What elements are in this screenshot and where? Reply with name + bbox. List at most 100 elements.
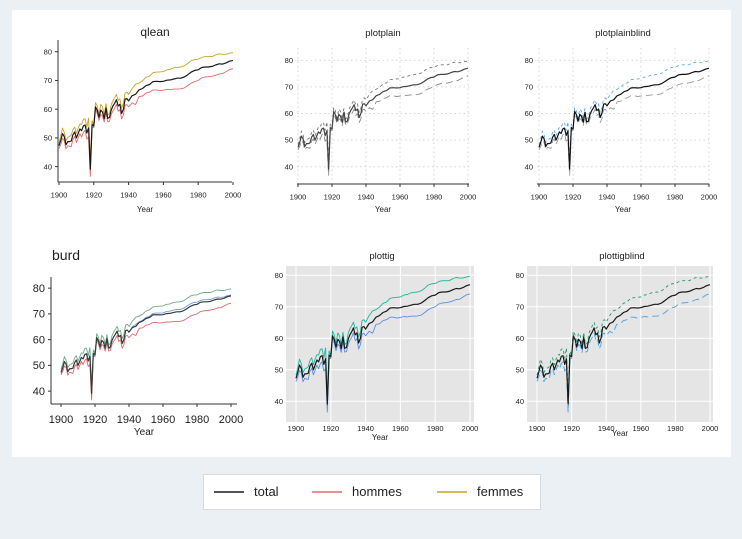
chart-plotplainblind: plotplainblind 1900 1920 1940 1960 1980 2000 40…: [525, 28, 718, 214]
y-tick-label: 60: [33, 334, 45, 346]
x-tick-label: 1940: [120, 191, 137, 200]
y-tick-label: 60: [525, 109, 533, 118]
series-line-total: [297, 67, 469, 170]
x-tick-label: 1980: [427, 424, 444, 433]
x-tick-label: 1980: [190, 191, 207, 200]
series-line-total: [536, 284, 711, 405]
x-tick-label: 2000: [225, 191, 242, 200]
series-line-extra: [60, 294, 232, 393]
y-tick-label: 60: [285, 109, 293, 118]
series-line-hommes: [538, 75, 710, 177]
chart-qlean: qlean 1900 1920 1940 1960 1980 2000 40 50 60 70 80 Y…: [44, 25, 242, 214]
y-tick-label: 40: [285, 162, 293, 171]
y-tick-label: 80: [525, 56, 533, 65]
x-axis-label: Year: [375, 205, 392, 214]
legend-item: total: [214, 484, 279, 499]
x-tick-label: 1980: [667, 424, 684, 433]
x-axis-label: Year: [615, 205, 632, 214]
charts-svg: qlean 1900 1920 1940 1960 1980 2000 40 50 60 70 80 Y…: [33, 25, 719, 442]
x-tick-label: 1940: [598, 424, 615, 433]
series-line-hommes: [58, 68, 234, 177]
y-tick-label: 60: [44, 105, 52, 114]
y-tick-label: 80: [33, 283, 45, 295]
x-tick-label: 1940: [599, 193, 616, 202]
chart-plottigblind: plottigblind 1900 1920 1940 1960 1980 2000 40 50…: [516, 251, 719, 438]
x-tick-label: 1980: [185, 414, 209, 426]
series-line-hommes: [60, 302, 232, 401]
x-tick-label: 1960: [155, 191, 172, 200]
series-line-femmes: [295, 275, 471, 395]
x-tick-label: 2000: [701, 193, 718, 202]
y-tick-label: 80: [516, 271, 524, 280]
y-tick-label: 70: [33, 309, 45, 321]
x-tick-label: 1960: [392, 424, 409, 433]
series-line-hommes: [297, 75, 469, 177]
x-tick-label: 1900: [531, 193, 548, 202]
y-tick-label: 50: [44, 134, 52, 143]
y-tick-label: 80: [44, 47, 52, 56]
y-tick-label: 40: [516, 397, 524, 406]
x-tick-label: 1980: [667, 193, 684, 202]
chart-title: qlean: [140, 25, 169, 39]
x-axis-label: Year: [372, 433, 389, 442]
chart-title: plotplain: [365, 28, 400, 39]
legend-svg: total hommes femmes: [214, 484, 524, 499]
legend-label: femmes: [477, 484, 524, 499]
x-tick-label: 1920: [324, 193, 341, 202]
y-tick-label: 50: [285, 136, 293, 145]
y-tick-label: 50: [275, 365, 283, 374]
series-line-femmes: [58, 52, 234, 161]
x-tick-label: 1920: [85, 191, 102, 200]
x-tick-label: 1940: [357, 424, 374, 433]
series-line-total: [58, 59, 234, 170]
x-tick-label: 1900: [51, 191, 68, 200]
x-axis-label: Year: [612, 429, 629, 438]
x-axis-label: Year: [137, 205, 154, 214]
legend: total hommes femmes: [203, 474, 541, 510]
chart-title: plottigblind: [599, 251, 644, 262]
y-tick-label: 60: [516, 334, 524, 343]
y-tick-label: 40: [44, 162, 52, 171]
legend-label: hommes: [352, 484, 402, 499]
series-line-femmes: [538, 60, 710, 162]
y-tick-label: 60: [275, 334, 283, 343]
y-tick-label: 80: [275, 271, 283, 280]
y-tick-label: 40: [525, 162, 533, 171]
series-line-femmes: [536, 275, 711, 395]
x-axis-label: Year: [134, 427, 155, 438]
x-tick-label: 1900: [529, 424, 546, 433]
chart-title: plotplainblind: [595, 28, 650, 39]
y-tick-label: 70: [516, 302, 524, 311]
y-tick-label: 80: [285, 56, 293, 65]
x-tick-label: 1960: [392, 193, 409, 202]
x-tick-label: 1940: [117, 414, 141, 426]
chart-title: burd: [52, 247, 80, 263]
x-tick-label: 2000: [219, 414, 243, 426]
chart-title: plottig: [369, 251, 394, 262]
x-tick-label: 1960: [633, 193, 650, 202]
series-line-total: [295, 284, 471, 405]
x-tick-label: 1900: [49, 414, 73, 426]
x-tick-label: 1960: [632, 424, 649, 433]
plot-background: [286, 266, 474, 422]
y-tick-label: 50: [33, 360, 45, 372]
x-tick-label: 1920: [83, 414, 107, 426]
chart-plottig: plottig 1900 1920 1940 1960 1980 2000 40 50 60 70 8…: [275, 251, 479, 442]
chart-burd: burd 1900 1920 1940 1960 1980 2000 40 50 60 70 80 Ye…: [33, 247, 243, 438]
x-tick-label: 1920: [563, 424, 580, 433]
y-tick-label: 40: [33, 386, 45, 398]
series-line-femmes: [60, 288, 232, 386]
x-tick-label: 2000: [702, 424, 719, 433]
series-line-femmes: [297, 60, 469, 162]
x-tick-label: 1900: [290, 193, 307, 202]
y-tick-label: 50: [525, 136, 533, 145]
x-tick-label: 1940: [358, 193, 375, 202]
y-tick-label: 70: [275, 302, 283, 311]
x-tick-label: 2000: [460, 193, 477, 202]
series-line-hommes: [536, 293, 711, 413]
x-tick-label: 1960: [151, 414, 175, 426]
x-tick-label: 1900: [288, 424, 305, 433]
y-tick-label: 50: [516, 365, 524, 374]
y-tick-label: 70: [285, 83, 293, 92]
x-tick-label: 1920: [322, 424, 339, 433]
